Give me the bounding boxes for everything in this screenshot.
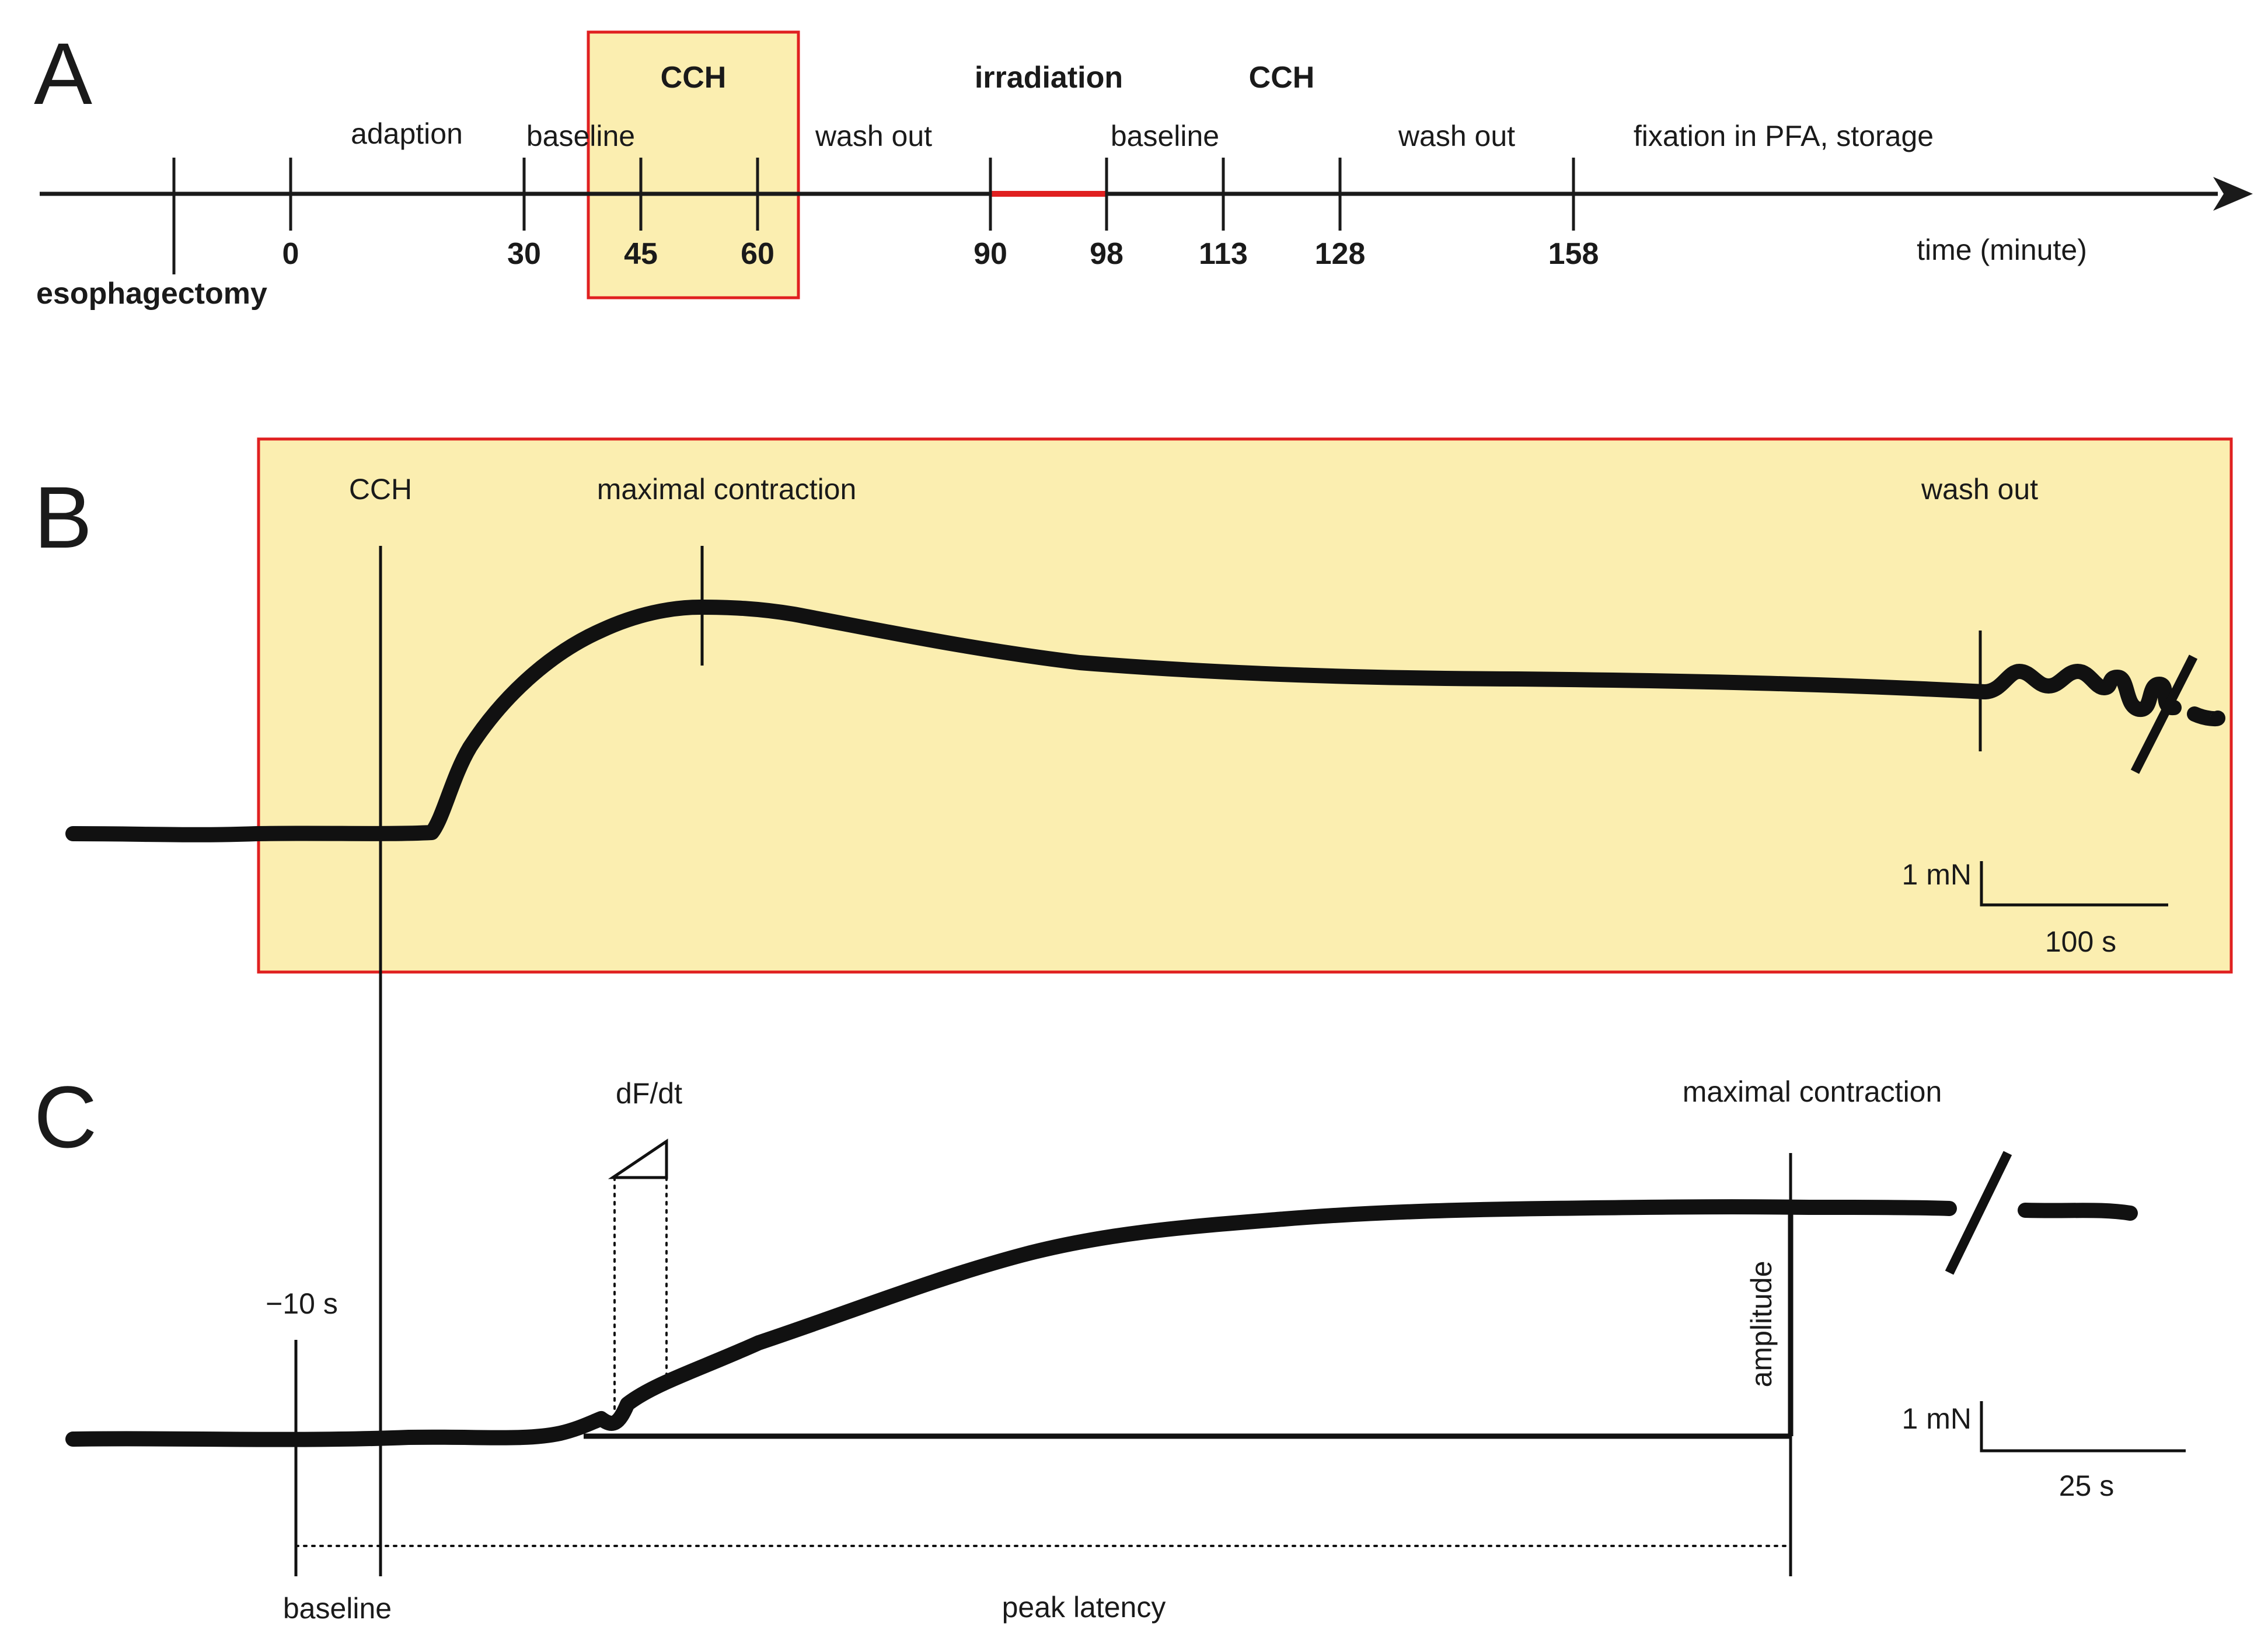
label-baseline-c: baseline — [283, 1592, 392, 1625]
scale-bar-b — [1980, 861, 2168, 907]
axis-label-time: time (minute) — [1917, 234, 2087, 266]
tick-label-30: 30 — [507, 237, 541, 271]
panel-c-letter: C — [34, 1068, 97, 1166]
label-minus10s: −10 s — [266, 1287, 338, 1320]
scale-label-25s-c: 25 s — [2059, 1469, 2115, 1502]
scale-bar-c — [1980, 1401, 2186, 1453]
phase-baseline-1: baseline — [526, 120, 635, 152]
phase-irradiation: irradiation — [975, 61, 1123, 95]
phase-cch-1: CCH — [661, 61, 727, 95]
force-trace-b-wash — [1977, 664, 2182, 717]
panel-c: C dF/dt maximal contraction −10 s baseli… — [34, 1068, 2186, 1625]
axis-break-c — [1945, 1151, 2012, 1275]
force-trace-b — [65, 600, 1992, 842]
label-peak-latency: peak latency — [1002, 1591, 1166, 1624]
tick-label-158: 158 — [1548, 237, 1599, 271]
timeline-ticks — [172, 158, 1575, 274]
phase-wash-out-1: wash out — [815, 120, 932, 152]
phase-cch-2: CCH — [1249, 61, 1315, 95]
tick-label-113: 113 — [1199, 237, 1248, 271]
panel-b: B CCH maximal contraction wash out 1 mN … — [34, 437, 2233, 974]
tick-label-90: 90 — [974, 237, 1007, 271]
event-esophagectomy: esophagectomy — [36, 277, 267, 311]
label-max-contraction-b: maximal contraction — [597, 473, 857, 506]
phase-adaption: adaption — [351, 117, 463, 150]
axis-break-b — [2130, 654, 2198, 774]
label-amplitude: amplitude — [1745, 1261, 1778, 1388]
panel-a: A CCH irradiation CCH adaption baseline … — [34, 25, 2253, 311]
timeline-arrowhead — [2213, 177, 2253, 211]
force-trace-c — [65, 1199, 1957, 1447]
label-dfdt: dF/dt — [616, 1077, 682, 1110]
scale-label-100s-b: 100 s — [2045, 925, 2116, 958]
tick-label-98: 98 — [1090, 237, 1123, 271]
tick-label-60: 60 — [741, 237, 774, 271]
cch-highlight-box — [587, 30, 800, 299]
panel-b-letter: B — [34, 468, 92, 566]
phase-baseline-2: baseline — [1111, 120, 1219, 152]
slope-triangle — [608, 1138, 668, 1179]
force-trace-b-tail — [2187, 706, 2225, 727]
panel-b-highlight-box — [257, 437, 2233, 974]
label-wash-out-b: wash out — [1921, 473, 2038, 506]
tick-label-0: 0 — [282, 237, 299, 271]
scale-label-1mn-c: 1 mN — [1902, 1402, 1972, 1435]
phase-wash-out-2: wash out — [1398, 120, 1515, 152]
force-trace-c-tail — [2018, 1203, 2138, 1221]
panel-a-letter: A — [34, 25, 92, 123]
label-max-contraction-c: maximal contraction — [1683, 1075, 1942, 1108]
label-cch-b: CCH — [349, 473, 412, 506]
tick-label-45: 45 — [624, 237, 658, 271]
phase-fixation: fixation in PFA, storage — [1634, 120, 1934, 152]
scale-label-1mn-b: 1 mN — [1902, 858, 1972, 891]
tick-label-128: 128 — [1315, 237, 1366, 271]
